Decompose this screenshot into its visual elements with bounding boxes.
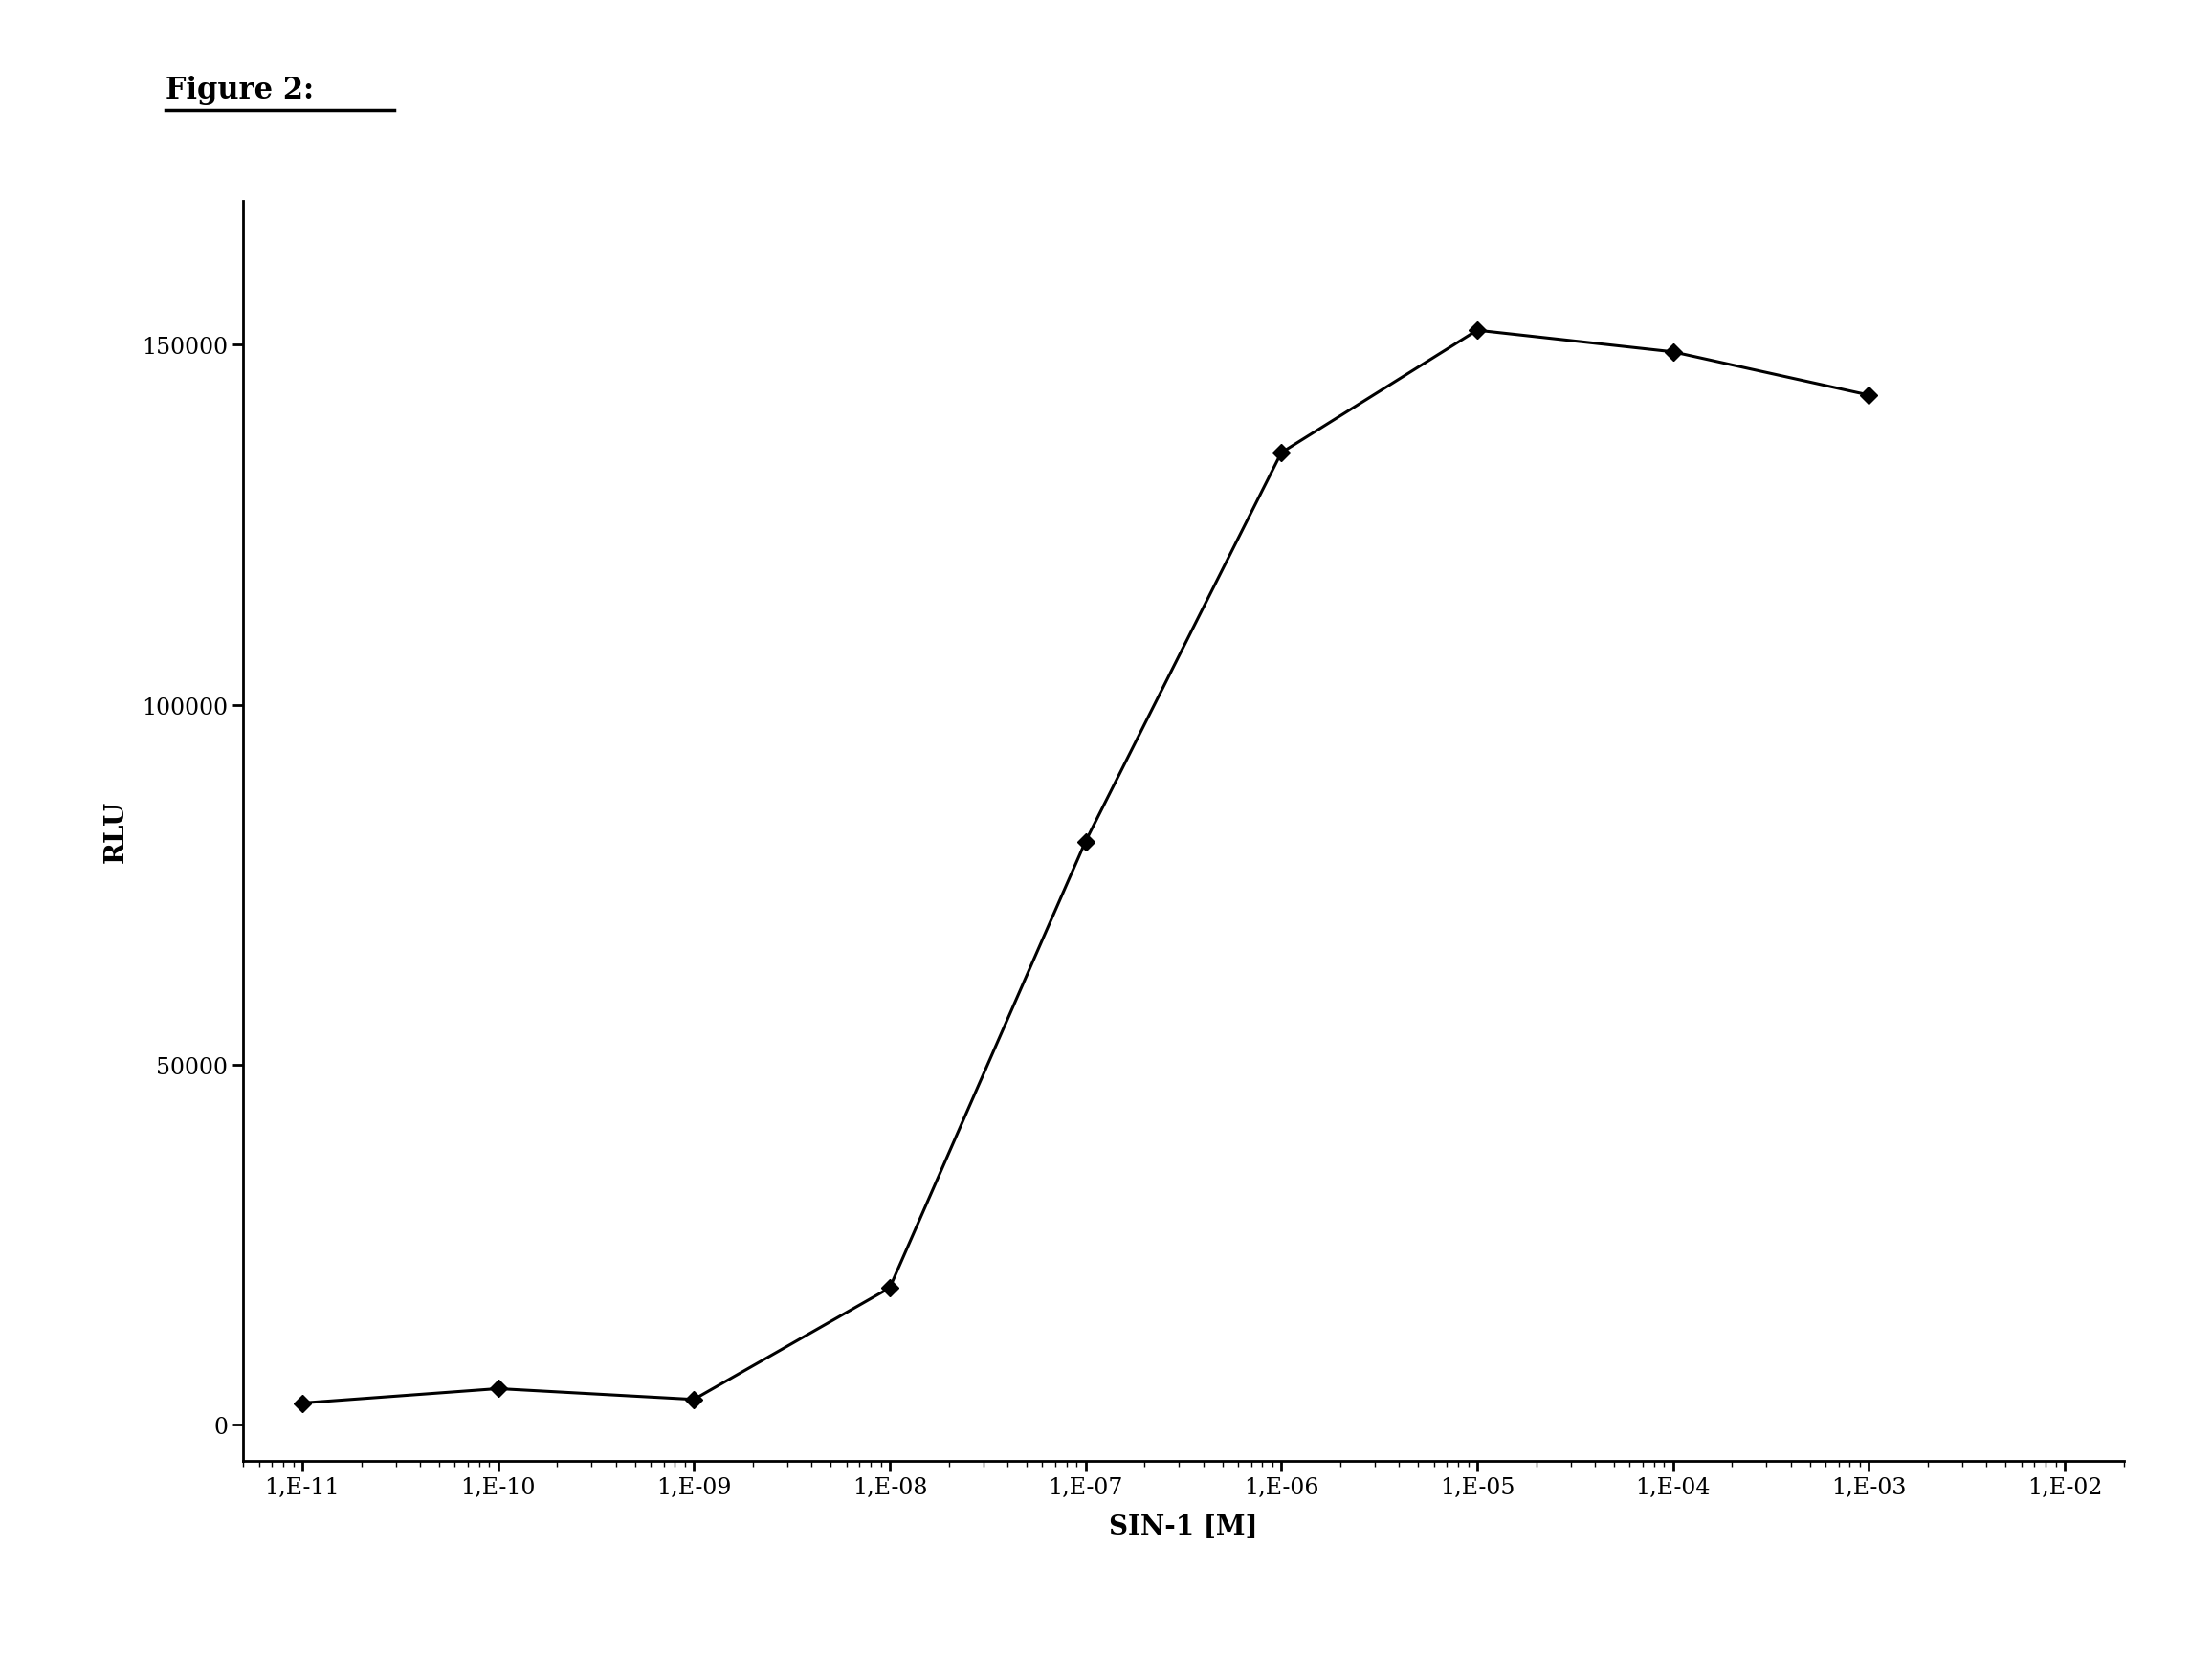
Y-axis label: RLU: RLU bbox=[102, 799, 128, 863]
Text: Figure 2:: Figure 2: bbox=[166, 76, 314, 106]
X-axis label: SIN-1 [M]: SIN-1 [M] bbox=[1108, 1514, 1259, 1540]
